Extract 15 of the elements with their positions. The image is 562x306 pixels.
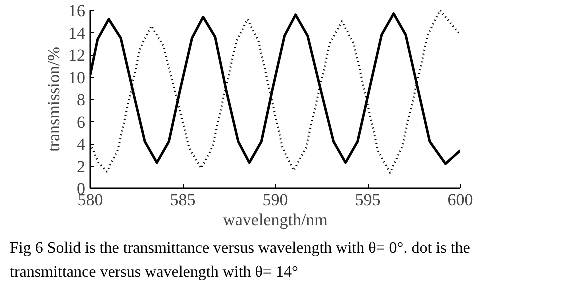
y-tick-label: 4 — [77, 135, 86, 154]
caption: Fig 6 Solid is the transmittance versus wavelength with θ= 0°. dot is the transmittance versus wavelength with θ= 14° — [10, 239, 472, 283]
x-axis-title: wavelength/nm — [223, 210, 328, 230]
x-tick-label: 600 — [448, 190, 474, 210]
x-tick-label: 590 — [262, 190, 288, 210]
y-tick-label: 2 — [77, 157, 86, 176]
y-tick-label: 14 — [68, 24, 86, 43]
y-axis-title: transmission/% — [44, 47, 64, 152]
y-tick-label: 12 — [68, 46, 86, 65]
y-tick-label: 6 — [77, 112, 86, 132]
y-tick-label: 10 — [68, 68, 86, 88]
y-tick-label: 16 — [68, 2, 86, 20]
x-tick-label: 595 — [355, 190, 381, 210]
y-tick-label: 8 — [77, 90, 86, 110]
x-tick-label: 585 — [170, 190, 196, 210]
